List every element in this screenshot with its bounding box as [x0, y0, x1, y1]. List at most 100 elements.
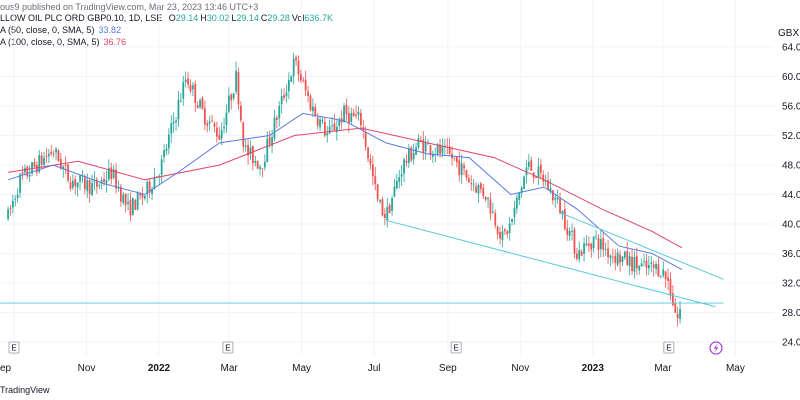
legend-ma50[interactable]: A (50, close, 0, SMA, 5) 33.82 — [0, 25, 121, 35]
candle-body — [511, 218, 513, 222]
x-tick-label: 2022 — [148, 363, 171, 374]
candle-body — [614, 255, 617, 263]
y-tick-label: 36.00 — [782, 249, 800, 260]
candle-body — [191, 85, 194, 90]
y-tick-label: 32.00 — [782, 279, 800, 290]
candle-body — [189, 84, 192, 92]
candle-body — [556, 197, 559, 200]
legend-ohlc-o: O29.14 — [169, 13, 199, 23]
candle-body — [33, 162, 36, 167]
candle-body — [599, 239, 602, 250]
legend-ma50-value: 33.82 — [98, 25, 122, 35]
candle-body — [139, 194, 141, 196]
candle-body — [491, 211, 494, 213]
candle-body — [470, 183, 473, 184]
candle-body — [136, 192, 139, 210]
candle-body — [158, 175, 161, 177]
candle-body — [31, 162, 33, 174]
candle-body — [254, 160, 257, 163]
candle-body — [475, 186, 477, 193]
candle-body — [110, 167, 113, 180]
candle-body — [223, 126, 225, 129]
candle-body — [107, 168, 110, 180]
candle-body — [590, 243, 593, 250]
candle-body — [343, 105, 345, 123]
candle-body — [667, 277, 669, 281]
candle-body — [98, 184, 101, 186]
candle-body — [427, 143, 429, 145]
candle-body — [287, 79, 290, 92]
candle-body — [611, 256, 614, 258]
legend-ohlc-l: L29.14 — [231, 13, 259, 23]
candle-body — [619, 254, 621, 263]
x-tick-label: ep — [0, 363, 12, 374]
candle-body — [237, 71, 240, 105]
candle-body — [393, 186, 396, 197]
candle-body — [62, 166, 65, 169]
candle-body — [326, 133, 329, 136]
candle-body — [350, 113, 353, 122]
y-tick-label: 44.00 — [782, 190, 800, 201]
trend-line — [385, 219, 716, 308]
event-marker-label: E — [11, 344, 16, 353]
candle-body — [122, 194, 125, 203]
x-tick-label: Jul — [368, 363, 381, 374]
lightning-icon[interactable] — [709, 341, 723, 355]
candle-body — [412, 153, 415, 160]
candle-body — [554, 197, 557, 200]
candle-body — [345, 104, 348, 115]
legend-ohlc-value: 30.02 — [206, 13, 230, 23]
candle-body — [455, 157, 458, 163]
candle-body — [467, 178, 470, 183]
candle-body — [297, 60, 300, 75]
legend-ohlc-vol: Vol636.7K — [292, 13, 333, 23]
candle-body — [676, 314, 679, 319]
candle-body — [167, 134, 170, 149]
candle-body — [371, 164, 374, 177]
candle-body — [626, 251, 629, 265]
candle-body — [14, 198, 17, 200]
candle-body — [635, 256, 638, 268]
candle-body — [295, 57, 297, 61]
candle-body — [587, 243, 590, 246]
legend-ohlc-label: C — [260, 13, 268, 23]
candle-body — [364, 132, 367, 147]
candle-body — [674, 302, 677, 313]
candle-body — [100, 180, 103, 184]
y-axis: 64.00 60.00 56.00 52.00 48.00 44.00 40.00 36.00… — [782, 43, 800, 349]
candle-body — [496, 226, 499, 235]
candle-body — [290, 76, 293, 82]
candle-body — [403, 159, 405, 174]
candle-body — [67, 164, 69, 181]
candle-body — [218, 135, 221, 140]
ma100-line — [8, 127, 683, 249]
candle-body — [28, 174, 31, 177]
legend-ohlc-label: Vol — [291, 13, 305, 23]
candle-body — [527, 161, 530, 167]
candle-body — [21, 172, 24, 175]
legend-ma100[interactable]: A (100, close, 0, SMA, 5) 36.76 — [0, 37, 126, 47]
candle-body — [201, 97, 204, 109]
candle-body — [112, 169, 115, 178]
candle-body — [417, 138, 420, 148]
candle-body — [76, 182, 79, 188]
candle-body — [628, 255, 631, 266]
legend-symbol: LLOW OIL PLC ORD GBP0.10, 1D, LSE O29.14… — [0, 13, 333, 23]
candle-body — [55, 148, 57, 153]
candle-body — [494, 212, 497, 226]
candle-body — [386, 206, 389, 221]
candle-body — [302, 79, 305, 81]
candle-body — [311, 106, 314, 111]
candle-body — [561, 211, 564, 215]
candle-body — [242, 122, 245, 147]
candle-body — [515, 197, 518, 209]
candle-body — [431, 153, 434, 157]
candle-body — [187, 78, 189, 85]
candle-body — [273, 117, 276, 139]
candle-body — [266, 139, 269, 163]
legend-ohlc-value: 29.14 — [175, 13, 199, 23]
candle-body — [199, 99, 201, 108]
candle-body — [179, 100, 182, 102]
candle-body — [604, 248, 607, 250]
